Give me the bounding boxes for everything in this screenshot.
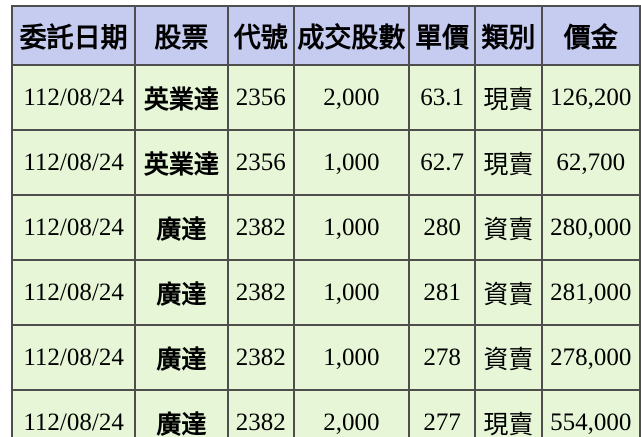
shares-cell: 1,000 xyxy=(292,259,410,326)
stock-code-cell: 2356 xyxy=(226,64,295,131)
table-row-2: 112/08/24 英業達 2356 1,000 62.7 現賣 62,700 xyxy=(10,129,641,196)
col-header-shares: 成交股數 xyxy=(292,5,410,66)
stock-name-link[interactable]: 廣達 xyxy=(134,259,229,326)
amount-cell: 281,000 xyxy=(540,259,641,326)
stock-name-link[interactable]: 廣達 xyxy=(134,194,229,261)
stock-code-cell: 2356 xyxy=(226,129,295,196)
order-date-cell: 112/08/24 xyxy=(10,64,137,131)
stock-code-cell: 2382 xyxy=(226,194,295,261)
trade-type-cell: 資賣 xyxy=(474,194,543,261)
amount-cell: 280,000 xyxy=(540,194,641,261)
stock-name-link[interactable]: 廣達 xyxy=(134,389,229,437)
amount-cell: 126,200 xyxy=(540,64,641,131)
col-header-order-date: 委託日期 xyxy=(10,5,137,66)
trade-type-cell: 現賣 xyxy=(474,389,543,437)
order-date-cell: 112/08/24 xyxy=(10,259,137,326)
shares-cell: 1,000 xyxy=(292,324,410,391)
order-date-cell: 112/08/24 xyxy=(10,324,137,391)
stock-code-cell: 2382 xyxy=(226,389,295,437)
trade-type-cell: 資賣 xyxy=(474,259,543,326)
shares-cell: 2,000 xyxy=(292,389,410,437)
trade-orders-table: 委託日期 股票 代號 成交股數 單價 類別 價金 112/08/24 英業達 235… xyxy=(10,5,641,437)
unit-price-cell: 277 xyxy=(407,389,477,437)
trade-type-cell: 現賣 xyxy=(474,129,543,196)
table-body: 112/08/24 英業達 2356 2,000 63.1 現賣 126,200 112/08… xyxy=(10,64,641,437)
unit-price-cell: 280 xyxy=(407,194,477,261)
trade-type-cell: 資賣 xyxy=(474,324,543,391)
table-row-5: 112/08/24 廣達 2382 1,000 278 資賣 278,000 xyxy=(10,324,641,391)
order-date-cell: 112/08/24 xyxy=(10,194,137,261)
table-row-6: 112/08/24 廣達 2382 2,000 277 現賣 554,000 xyxy=(10,389,641,437)
stock-code-cell: 2382 xyxy=(226,259,295,326)
table-row-4: 112/08/24 廣達 2382 1,000 281 資賣 281,000 xyxy=(10,259,641,326)
order-date-cell: 112/08/24 xyxy=(10,389,137,437)
header-row: 委託日期 股票 代號 成交股數 單價 類別 價金 xyxy=(10,5,641,66)
shares-cell: 2,000 xyxy=(292,64,410,131)
col-header-amount: 價金 xyxy=(540,5,641,66)
unit-price-cell: 281 xyxy=(407,259,477,326)
table-row-1: 112/08/24 英業達 2356 2,000 63.1 現賣 126,200 xyxy=(10,64,641,131)
stock-code-cell: 2382 xyxy=(226,324,295,391)
order-date-cell: 112/08/24 xyxy=(10,129,137,196)
table-row-3: 112/08/24 廣達 2382 1,000 280 資賣 280,000 xyxy=(10,194,641,261)
stock-name-link[interactable]: 廣達 xyxy=(134,324,229,391)
col-header-code: 代號 xyxy=(226,5,295,66)
col-header-trade-type: 類別 xyxy=(474,5,543,66)
unit-price-cell: 62.7 xyxy=(407,129,477,196)
trade-type-cell: 現賣 xyxy=(474,64,543,131)
amount-cell: 554,000 xyxy=(540,389,641,437)
shares-cell: 1,000 xyxy=(292,194,410,261)
col-header-unit-price: 單價 xyxy=(407,5,477,66)
stock-name-link[interactable]: 英業達 xyxy=(134,64,229,131)
amount-cell: 62,700 xyxy=(540,129,641,196)
col-header-stock: 股票 xyxy=(134,5,229,66)
unit-price-cell: 278 xyxy=(407,324,477,391)
shares-cell: 1,000 xyxy=(292,129,410,196)
amount-cell: 278,000 xyxy=(540,324,641,391)
stock-name-link[interactable]: 英業達 xyxy=(134,129,229,196)
unit-price-cell: 63.1 xyxy=(407,64,477,131)
